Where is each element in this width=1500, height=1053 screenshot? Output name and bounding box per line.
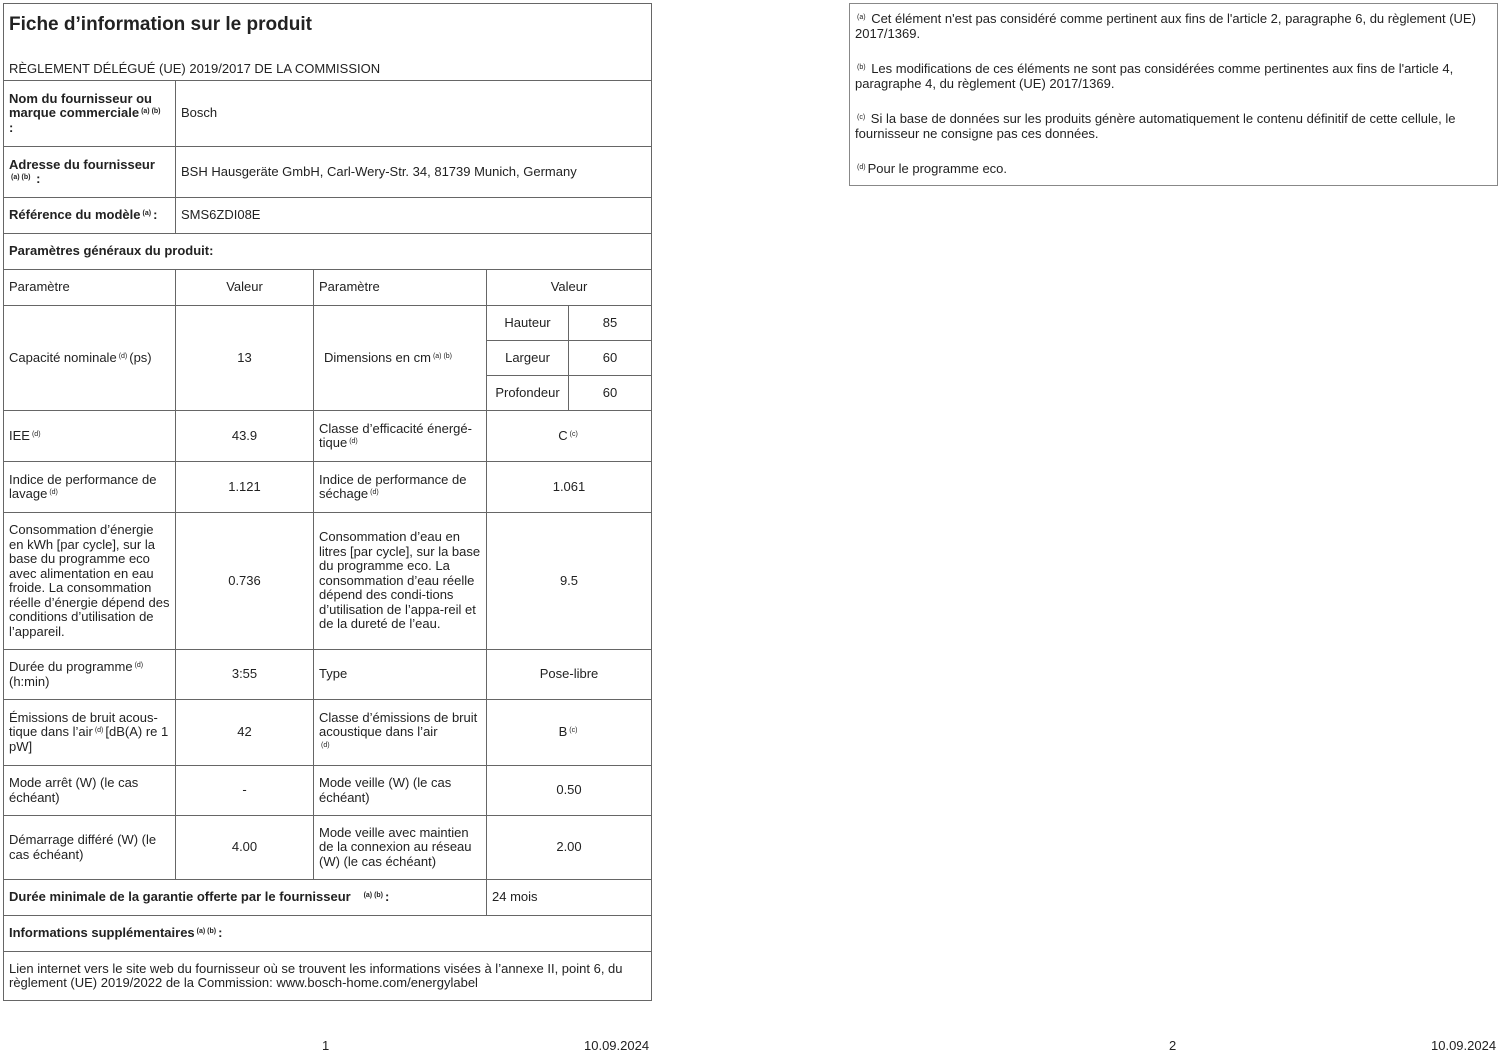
supplier-label: Nom du fournisseur ou marque commerciale… <box>3 80 176 147</box>
delay-start-label: Démarrage différé (W) (le cas échéant) <box>3 815 176 880</box>
noise-class-label: Classe d’émissions de bruit acoustique d… <box>313 699 487 766</box>
footnote-a: (a) Cet élément n'est pas considéré comm… <box>855 11 1476 41</box>
duration-value: 3:55 <box>175 649 314 700</box>
page-number-1: 1 <box>322 1038 330 1053</box>
regulation-subtitle: RÈGLEMENT DÉLÉGUÉ (UE) 2019/2017 DE LA C… <box>9 61 381 76</box>
water-consumption-label: Consommation d’eau en litres [par cycle]… <box>313 512 487 650</box>
dimensions-label: Dimensions en cm (a) (b) <box>313 305 487 411</box>
supplier-value: Bosch <box>175 80 652 147</box>
iee-value: 43.9 <box>175 410 314 462</box>
address-value: BSH Hausgeräte GmbH, Carl-Wery-Str. 34, … <box>175 146 652 198</box>
page-title: Fiche d’information sur le produit <box>9 14 312 35</box>
model-label: Référence du modèle (a): <box>3 197 176 234</box>
warranty-value: 24 mois <box>486 879 652 916</box>
depth-value: 60 <box>568 375 652 411</box>
col-header-value: Valeur <box>175 269 314 306</box>
supplier-website-text: Lien internet vers le site web du fourni… <box>3 951 652 1001</box>
height-label: Hauteur <box>486 305 569 341</box>
product-info-table: Fiche d’information sur le produit RÈGLEM… <box>3 3 652 1001</box>
off-mode-label: Mode arrêt (W) (le cas échéant) <box>3 765 176 816</box>
width-label: Largeur <box>486 340 569 376</box>
title-cell: Fiche d’information sur le produit RÈGLEM… <box>3 3 652 81</box>
depth-label: Profondeur <box>486 375 569 411</box>
warranty-label: Durée minimale de la garantie offerte pa… <box>3 879 487 916</box>
footnote-d: (d) Pour le programme eco. <box>857 161 1008 176</box>
energy-class-value: C (c) <box>486 410 652 462</box>
wash-index-value: 1.121 <box>175 461 314 513</box>
dry-index-label: Indice de performance de séchage (d) <box>313 461 487 513</box>
footnotes-box: (a) Cet élément n'est pas considéré comm… <box>849 3 1498 186</box>
footnote-c: (c) Si la base de données sur les produi… <box>855 111 1456 141</box>
delay-start-value: 4.00 <box>175 815 314 880</box>
dry-index-value: 1.061 <box>486 461 652 513</box>
address-label: Adresse du fournisseur (a) (b) : <box>3 146 176 198</box>
width-value: 60 <box>568 340 652 376</box>
water-consumption-value: 9.5 <box>486 512 652 650</box>
iee-label: IEE (d) <box>3 410 176 462</box>
standby-value: 0.50 <box>486 765 652 816</box>
energy-consumption-value: 0.736 <box>175 512 314 650</box>
height-value: 85 <box>568 305 652 341</box>
off-mode-value: - <box>175 765 314 816</box>
capacity-value: 13 <box>175 305 314 411</box>
noise-class-value: B (c) <box>486 699 652 766</box>
page-number-2: 2 <box>1169 1038 1177 1053</box>
duration-label: Durée du programme (d) (h:min) <box>3 649 176 700</box>
networked-standby-label: Mode veille avec maintien de la connexio… <box>313 815 487 880</box>
noise-value: 42 <box>175 699 314 766</box>
col-header-param: Paramètre <box>3 269 176 306</box>
footnote-b: (b) Les modifications de ces éléments ne… <box>855 61 1454 91</box>
additional-info-label: Informations supplémentaires (a) (b): <box>3 915 652 952</box>
networked-standby-value: 2.00 <box>486 815 652 880</box>
date-1: 10.09.2024 <box>584 1038 650 1053</box>
wash-index-label: Indice de performance de lavage (d) <box>3 461 176 513</box>
model-value: SMS6ZDI08E <box>175 197 652 234</box>
standby-label: Mode veille (W) (le cas échéant) <box>313 765 487 816</box>
energy-class-label: Classe d’efficacité énergé-tique (d) <box>313 410 487 462</box>
col-header-param: Paramètre <box>313 269 487 306</box>
capacity-label: Capacité nominale (d) (ps) <box>3 305 176 411</box>
type-value: Pose-libre <box>486 649 652 700</box>
type-label: Type <box>313 649 487 700</box>
energy-consumption-label: Consommation d’énergie en kWh [par cycle… <box>3 512 176 650</box>
date-2: 10.09.2024 <box>1431 1038 1497 1053</box>
noise-label: Émissions de bruit acous-tique dans l’ai… <box>3 699 176 766</box>
col-header-value: Valeur <box>486 269 652 306</box>
general-heading: Paramètres généraux du produit: <box>3 233 652 270</box>
